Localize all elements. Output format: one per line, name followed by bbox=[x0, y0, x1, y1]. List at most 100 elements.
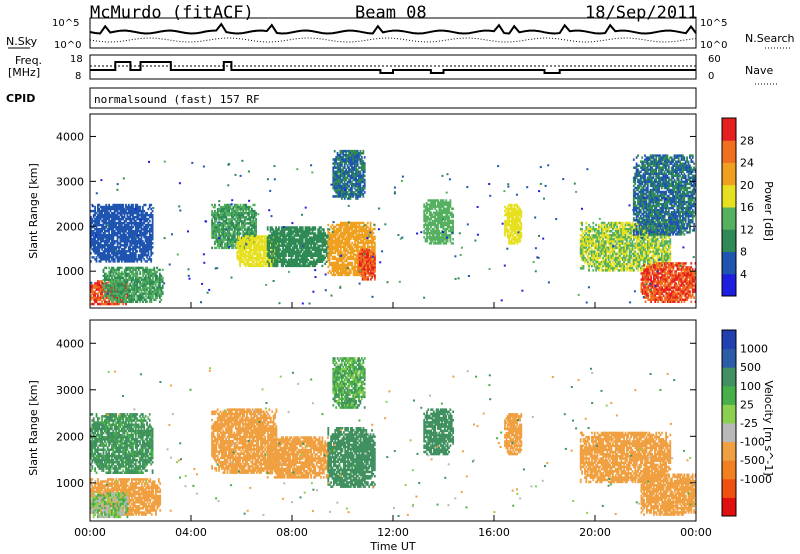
heatmap-cell-0-2 bbox=[133, 258, 136, 261]
heatmap-cell-0-1 bbox=[144, 284, 147, 287]
heatmap-cell-0-1 bbox=[115, 288, 118, 291]
heatmap-cell-0-1 bbox=[136, 276, 139, 280]
heatmap-cell-0-2 bbox=[102, 223, 105, 227]
heatmap-cell-0-2 bbox=[148, 205, 151, 209]
heatmap-cell-0-2 bbox=[120, 252, 123, 255]
heatmap-cell-0-2 bbox=[119, 254, 122, 257]
heatmap-cell-0-2 bbox=[120, 209, 123, 213]
heatmap-cell-0-5 bbox=[324, 232, 327, 235]
heatmap-cell-0-1 bbox=[112, 298, 115, 301]
heatmap-cell-0-1 bbox=[129, 296, 132, 299]
heatmap-cell-0-1 bbox=[132, 272, 134, 276]
heatmap-cell-0-2 bbox=[115, 234, 118, 237]
heatmap-cell-0-2 bbox=[112, 213, 115, 217]
heatmap-cell-0-2 bbox=[91, 234, 94, 237]
heatmap-cell-0-2 bbox=[119, 223, 122, 227]
heatmap-cell-0-2 bbox=[151, 209, 154, 213]
heatmap-cell-0-2 bbox=[136, 211, 139, 215]
heatmap-cell-0-2 bbox=[97, 240, 99, 243]
heatmap-cell-0-0 bbox=[97, 302, 99, 306]
heatmap-cell-0-1 bbox=[152, 284, 154, 287]
heatmap-cell-0-2 bbox=[137, 228, 140, 231]
heatmap-cell-0-0 bbox=[108, 298, 110, 302]
heatmap-cell-0-0 bbox=[98, 288, 101, 291]
heatmap-cell-0-2 bbox=[127, 226, 130, 229]
heatmap-cell-0-2 bbox=[123, 207, 126, 211]
heatmap-cell-0-2 bbox=[94, 211, 96, 215]
heatmap-cell-0-2 bbox=[144, 211, 147, 215]
heatmap-cell-0-0 bbox=[109, 286, 112, 289]
heatmap-cell-0-1 bbox=[150, 290, 153, 293]
heatmap-cell-0-1 bbox=[161, 292, 164, 295]
heatmap-cell-0-2 bbox=[119, 219, 122, 223]
heatmap-cell-0-1 bbox=[153, 274, 156, 278]
heatmap-cell-0-9 bbox=[438, 229, 441, 233]
heatmap-cell-0-2 bbox=[106, 221, 109, 225]
heatmap-cell-0-2 bbox=[115, 254, 118, 257]
heatmap-cell-0-2 bbox=[113, 260, 116, 263]
heatmap-cell-0-2 bbox=[144, 260, 147, 263]
heatmap-cell-0-1 bbox=[140, 292, 143, 295]
heatmap-cell-0-2 bbox=[113, 223, 116, 227]
heatmap-cell-0-2 bbox=[104, 219, 106, 223]
heatmap-cell-0-1 bbox=[150, 282, 153, 286]
heatmap-cell-0-2 bbox=[143, 236, 146, 239]
heatmap-cell-0-2 bbox=[108, 256, 110, 259]
heatmap-cell-0-1 bbox=[133, 268, 136, 272]
heatmap-cell-0-3 bbox=[211, 203, 213, 207]
heatmap-cell-0-2 bbox=[94, 246, 96, 249]
heatmap-cell-0-1 bbox=[157, 286, 160, 289]
heatmap-cell-0-2 bbox=[109, 205, 112, 209]
heatmap-cell-0-1 bbox=[106, 284, 109, 287]
heatmap-cell-0-2 bbox=[108, 258, 110, 261]
heatmap-cell-0-2 bbox=[137, 246, 140, 249]
heatmap-cell-0-1 bbox=[111, 294, 113, 297]
heatmap-cell-0-2 bbox=[129, 260, 132, 263]
heatmap-cell-0-2 bbox=[98, 228, 101, 231]
heatmap-cell-0-2 bbox=[108, 232, 110, 235]
heatmap-cell-0-2 bbox=[122, 256, 125, 259]
heatmap-cell-0-2 bbox=[143, 217, 146, 221]
heatmap-cell-0-0 bbox=[101, 294, 103, 298]
heatmap-cell-0-2 bbox=[105, 256, 108, 259]
heatmap-cell-0-2 bbox=[99, 238, 102, 241]
heatmap-cell-0-2 bbox=[133, 211, 136, 215]
heatmap-cell-0-2 bbox=[141, 211, 144, 215]
heatmap-cell-0-2 bbox=[95, 242, 98, 245]
heatmap-cell-0-3 bbox=[218, 246, 221, 250]
heatmap-cell-0-1 bbox=[116, 292, 119, 295]
heatmap-cell-0-2 bbox=[123, 230, 126, 233]
heatmap-cell-0-2 bbox=[98, 252, 101, 255]
heatmap-cell-0-2 bbox=[148, 219, 151, 223]
heatmap-cell-0-1 bbox=[130, 278, 133, 282]
heatmap-cell-0-1 bbox=[112, 274, 115, 278]
heatmap-cell-0-1 bbox=[129, 266, 132, 270]
heatmap-cell-0-1 bbox=[133, 296, 136, 299]
heatmap-cell-0-1 bbox=[106, 282, 109, 286]
heatmap-cell-0-1 bbox=[135, 266, 137, 270]
heatmap-cell-0-1 bbox=[128, 290, 130, 293]
heatmap-cell-0-0 bbox=[98, 296, 101, 300]
heatmap-cell-0-2 bbox=[123, 254, 126, 257]
heatmap-cell-0-2 bbox=[102, 219, 105, 223]
heatmap-cell-0-2 bbox=[115, 226, 118, 229]
heatmap-cell-0-2 bbox=[134, 246, 137, 249]
heatmap-cell-0-2 bbox=[98, 215, 101, 219]
heatmap-cell-0-1 bbox=[128, 266, 130, 270]
heatmap-cell-0-1 bbox=[137, 276, 140, 280]
heatmap-cell-0-1 bbox=[135, 274, 137, 278]
heatmap-cell-0-2 bbox=[118, 256, 120, 259]
heatmap-cell-0-1 bbox=[120, 288, 123, 291]
heatmap-cell-0-2 bbox=[147, 246, 150, 249]
heatmap-cell-0-1 bbox=[132, 288, 134, 291]
heatmap-cell-0-2 bbox=[147, 223, 150, 227]
heatmap-cell-0-2 bbox=[97, 230, 99, 233]
heatmap-cell-0-2 bbox=[97, 207, 99, 211]
heatmap-cell-0-2 bbox=[99, 252, 102, 255]
heatmap-cell-0-2 bbox=[99, 240, 102, 243]
heatmap-cell-0-1 bbox=[139, 270, 142, 274]
heatmap-cell-0-2 bbox=[92, 215, 95, 219]
heatmap-cell-0-2 bbox=[111, 240, 113, 243]
heatmap-cell-0-1 bbox=[115, 298, 118, 301]
heatmap-cell-0-2 bbox=[139, 230, 141, 233]
